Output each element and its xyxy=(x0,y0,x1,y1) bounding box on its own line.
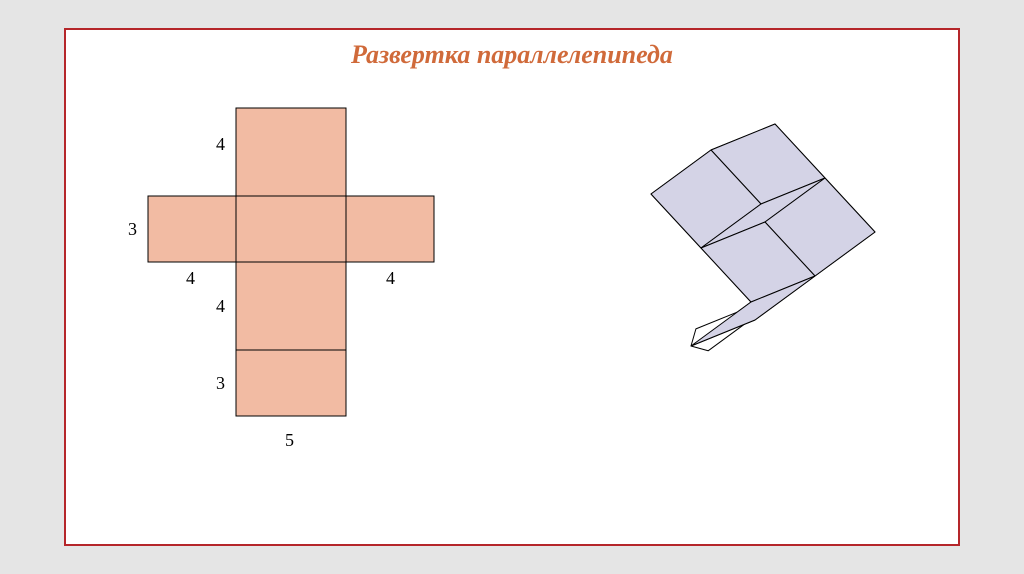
diagram-frame: Развертка параллелепипеда 4344435 xyxy=(64,28,960,546)
dim-bottom_right_4: 4 xyxy=(386,268,395,289)
dim-mid_left_3: 3 xyxy=(128,219,137,240)
dim-bottom_left_4: 4 xyxy=(186,268,195,289)
dim-side_4: 4 xyxy=(216,296,225,317)
dim-side_3: 3 xyxy=(216,373,225,394)
dim-bottom_5: 5 xyxy=(285,430,294,451)
dim-top_left_4: 4 xyxy=(216,134,225,155)
rectangular-net xyxy=(106,80,526,540)
oblique-net xyxy=(506,80,966,540)
diagram-title: Развертка параллелепипеда xyxy=(66,40,958,70)
